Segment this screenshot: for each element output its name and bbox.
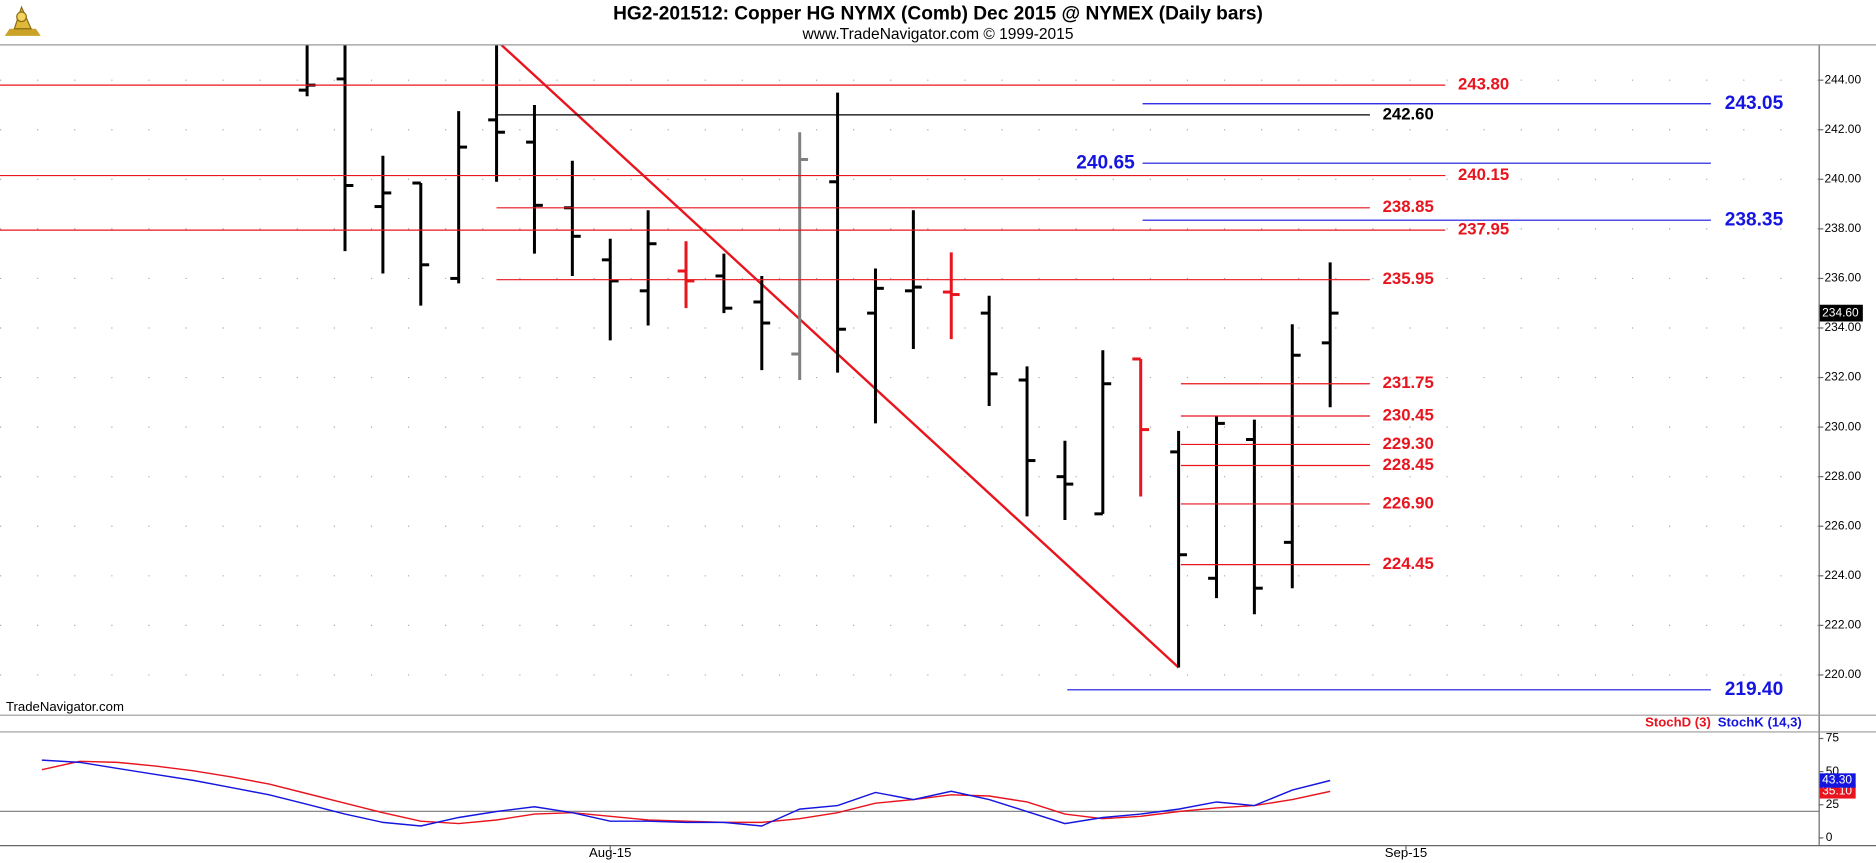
last-price-label: 234.60 [1822,305,1859,319]
logo [4,5,41,36]
level-label: 242.60 [1383,104,1434,123]
y-tick-label: 242.00 [1825,122,1862,136]
y-tick-label: 228.00 [1825,469,1862,483]
y-tick-label: 222.00 [1825,618,1862,632]
value-label: 43.30 [1822,773,1852,787]
legend-entry: StochD (3) [1645,714,1711,729]
level-label: 235.95 [1383,269,1434,288]
level-label: 240.15 [1458,165,1509,184]
y-tick-label: 240.00 [1825,171,1862,185]
y-tick-label: 236.00 [1825,271,1862,285]
y-tick-label: 226.00 [1825,518,1862,532]
level-label: 243.80 [1458,75,1509,94]
last-price-box [1819,304,1863,322]
chart-title: HG2-201512: Copper HG NYMX (Comb) Dec 20… [613,3,1263,24]
stoch-line [41,760,1331,825]
level-label: 230.45 [1383,405,1434,424]
x-tick-label: Aug-15 [589,845,631,860]
stoch-line [41,759,1331,827]
y-tick-label: 0 [1826,830,1833,844]
y-tick-label: 230.00 [1825,419,1862,433]
level-label: 240.65 [1076,152,1135,173]
level-label: 228.45 [1383,455,1434,474]
value-label-box [1819,773,1856,788]
y-tick-label: 232.00 [1825,370,1862,384]
y-tick-label: 220.00 [1825,667,1862,681]
level-label: 219.40 [1725,679,1783,700]
y-tick-label: 224.00 [1825,568,1862,582]
value-label-box [1819,784,1856,799]
chart-subtitle: www.TradeNavigator.com © 1999-2015 [802,26,1074,43]
level-label: 229.30 [1383,434,1434,453]
level-label: 238.85 [1383,197,1434,216]
price-plot [298,45,1339,669]
y-tick-label: 234.00 [1825,320,1862,334]
watermark: TradeNavigator.com [6,699,124,714]
legend-entry: StochK (14,3) [1718,714,1802,729]
level-label: 238.35 [1725,209,1784,230]
y-tick-label: 25 [1826,797,1840,811]
y-tick-label: 75 [1826,731,1840,745]
level-label: 237.95 [1458,220,1509,239]
level-label: 224.45 [1383,554,1434,573]
y-tick-label: 238.00 [1825,221,1862,235]
y-tick-label: 244.00 [1825,72,1862,86]
x-tick-label: Sep-15 [1385,845,1427,860]
level-label: 231.75 [1383,373,1434,392]
level-label: 243.05 [1725,93,1784,114]
level-label: 226.90 [1383,493,1434,512]
